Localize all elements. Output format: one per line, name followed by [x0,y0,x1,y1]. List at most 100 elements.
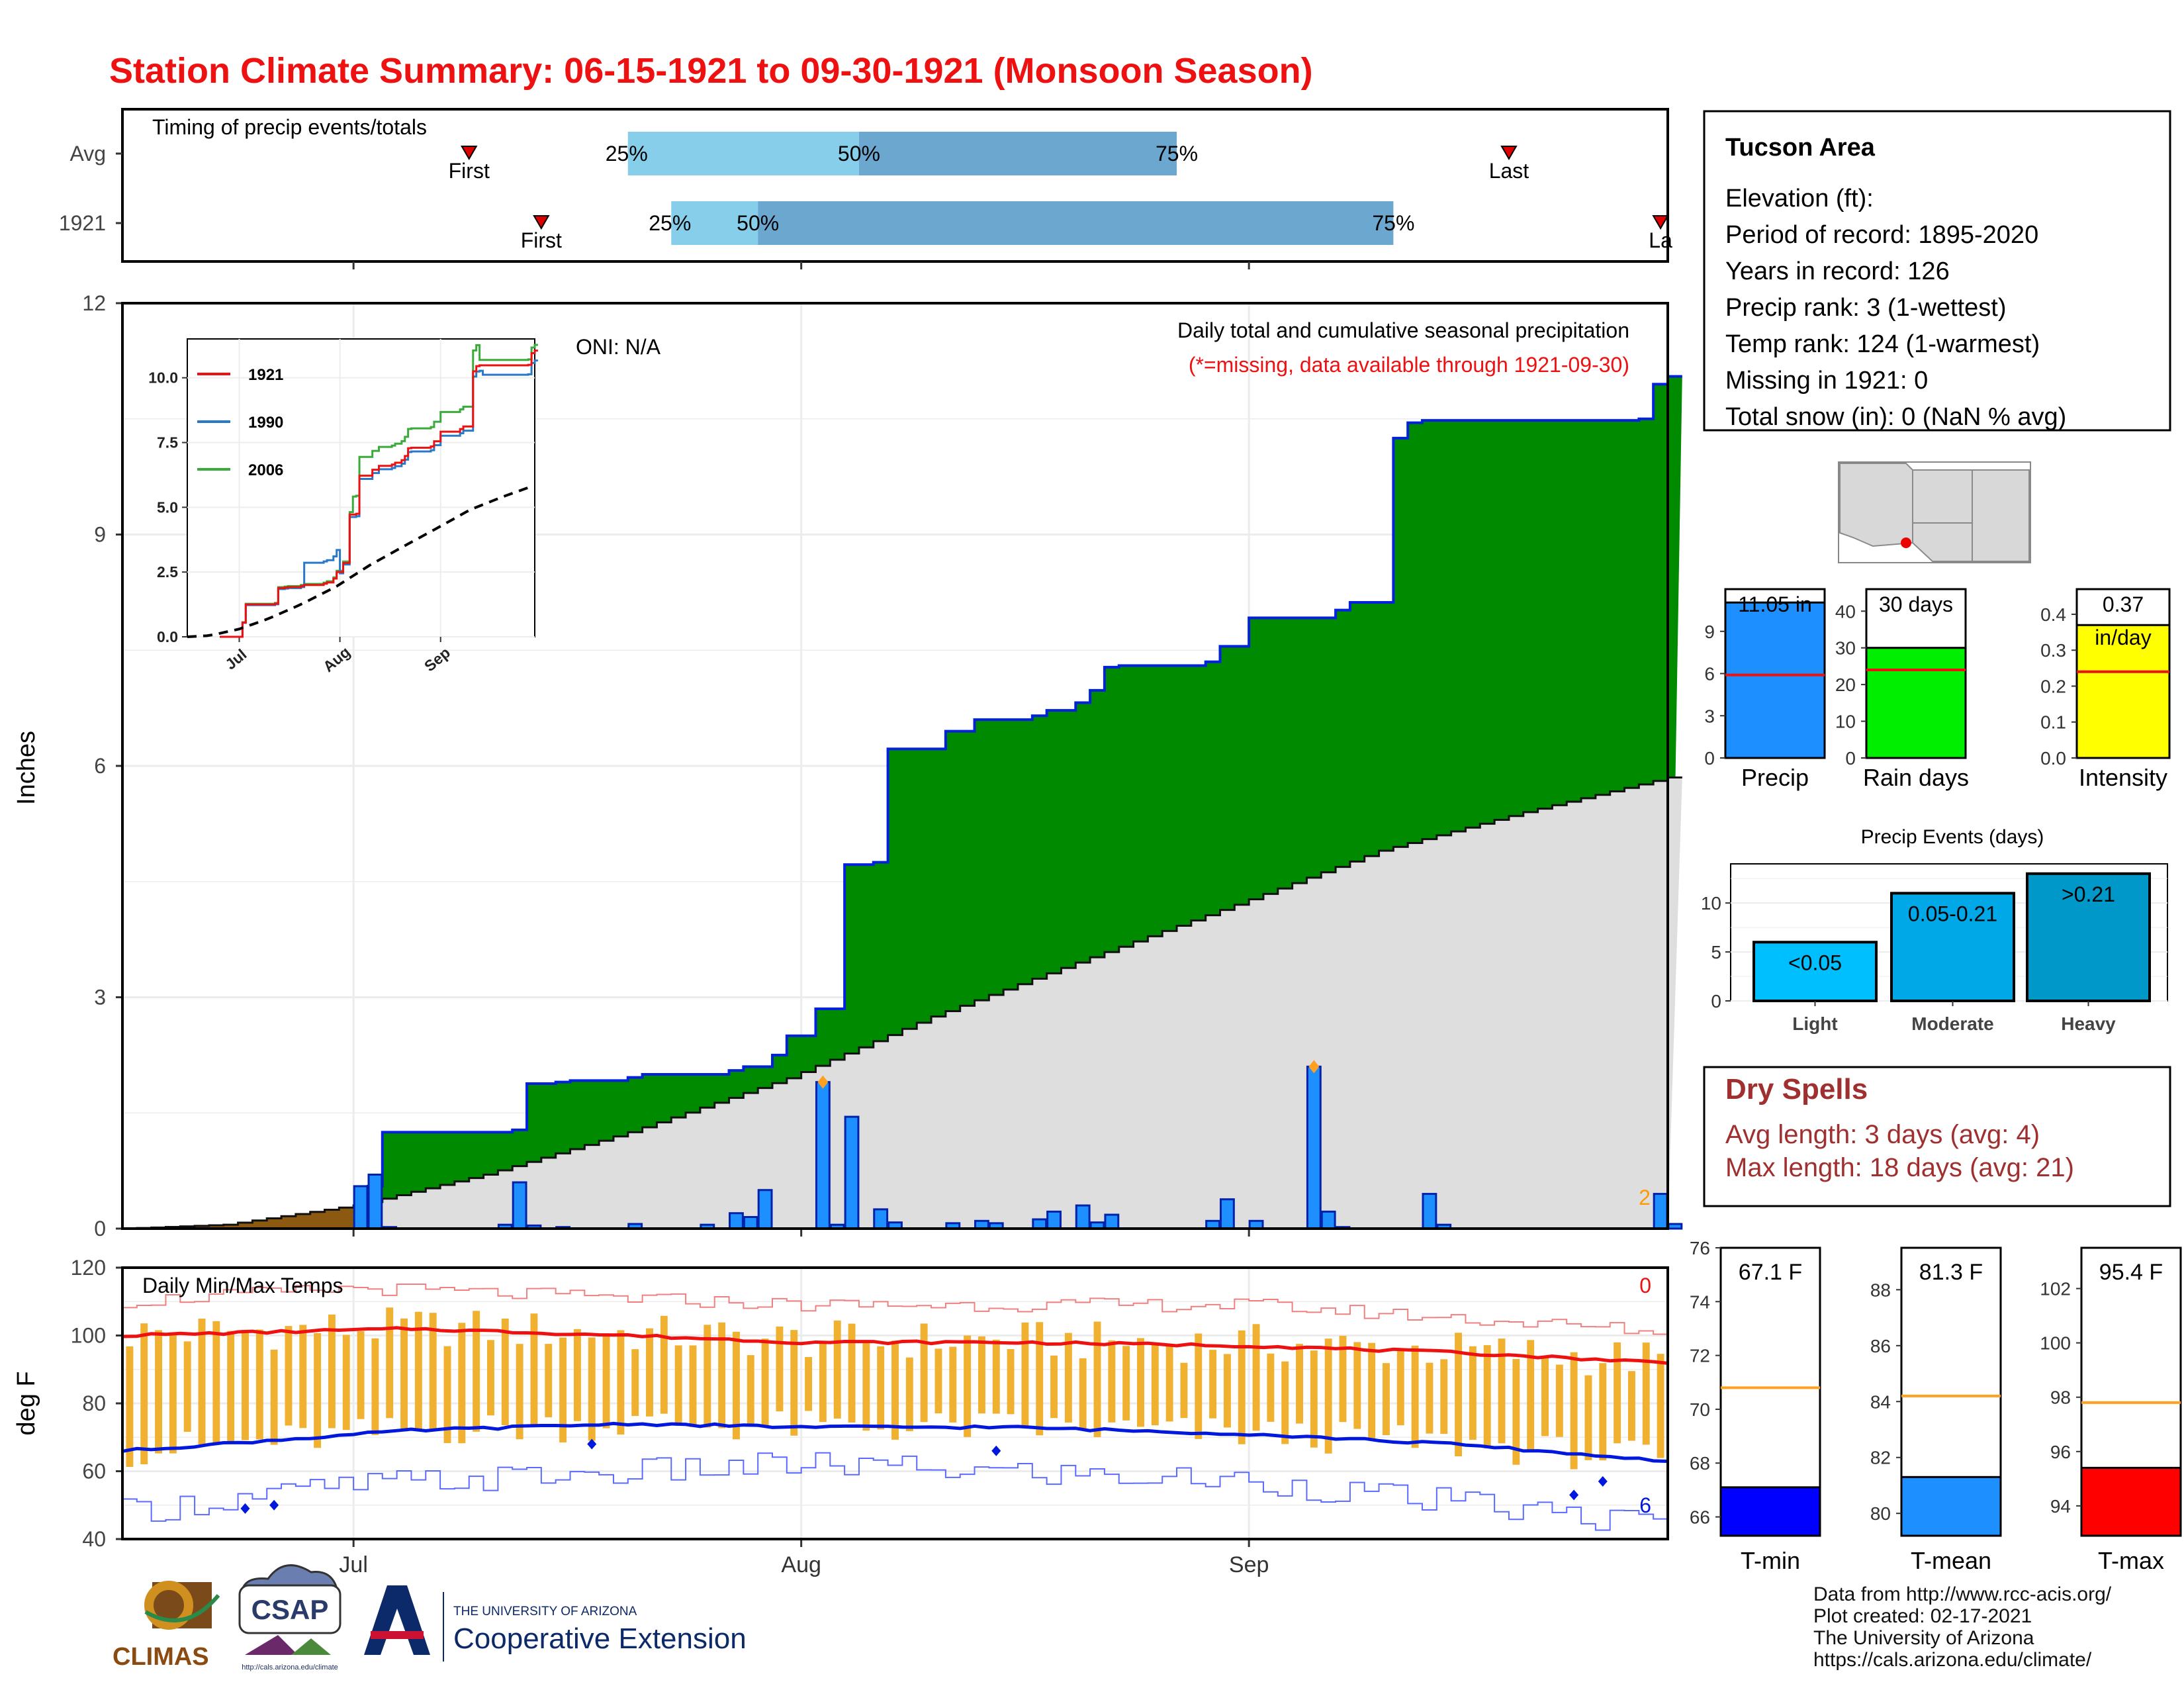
daily-temp-bar [617,1330,625,1435]
record-low-marker [240,1503,250,1514]
daily-precip-bar [757,1189,773,1230]
daily-temp-bar [429,1313,437,1430]
temp-gauge-tick-label: 86 [1870,1336,1891,1356]
temp-gauge-fill [2080,1466,2182,1537]
timing-p50-label: 50% [737,211,779,235]
average-min-line [122,1421,1668,1463]
temp-gauge-label: T-mean [1911,1547,1991,1574]
average-max-line [122,1326,1668,1365]
gauge-value-label: 11.05 in [1738,592,1812,616]
gauge-precip: 0 3 6 9 11.05 in Precip [1704,588,1826,791]
gauge-tick-label: 0.1 [2040,712,2066,733]
csap-logo: CSAP http://cals.arizona.edu/climate [238,1564,341,1671]
daily-temp-bar [905,1357,913,1432]
daily-temp-bar [285,1326,293,1426]
daily-temp-bar [949,1346,957,1423]
record-low-marker [1598,1476,1608,1487]
temp-gauge-tick-label: 82 [1870,1448,1891,1468]
timing-band-50-75 [858,132,1177,175]
footer-line: The University of Arizona [1813,1627,2034,1649]
gauge-tick-label: 0.0 [2040,748,2066,769]
events-bar-label: <0.05 [1788,951,1842,974]
daily-temp-bar [1396,1350,1404,1426]
timing-band-25-50 [671,201,758,245]
precip-gauges: 0 3 6 9 11.05 in Precip 0 10 20 30 40 30 days Rain d… [1704,588,2171,791]
daily-temp-bar [1050,1355,1058,1419]
temp-title: Daily Min/Max Temps [142,1274,343,1297]
daily-temp-bar [1310,1350,1318,1448]
footer-line: https://cals.arizona.edu/climate/ [1813,1649,2092,1671]
daily-temp-bar [790,1330,798,1436]
inset-y-tick-label: 0.0 [157,628,178,645]
temp-gauge-value-label: 95.4 F [2099,1260,2163,1285]
daily-temp-bar [1108,1340,1116,1423]
bar-marker-label: 2 [1639,1186,1651,1209]
daily-temp-bar [1498,1338,1506,1444]
max-day-marker [817,1075,829,1089]
events-y-tick-label: 0 [1711,991,1721,1011]
daily-temp-bar [1383,1363,1390,1436]
daily-precip-bar [367,1173,383,1230]
daily-precip-bar [1306,1065,1322,1230]
daily-temp-bar [1555,1364,1563,1437]
temp-gauge-tick-label: 74 [1690,1291,1710,1312]
inset-y-tick-label: 10.0 [148,369,178,387]
temp-gauge-label: T-max [2098,1547,2164,1574]
daily-temp-bar [443,1346,451,1444]
daily-temp-bar [1599,1363,1607,1461]
daily-temp-bar [516,1344,523,1440]
daily-temp-bar [776,1326,784,1412]
inset-legend-label: 2006 [248,461,283,479]
daily-temp-bar [1455,1333,1463,1456]
daily-temp-bar [978,1336,985,1414]
gauge-tick-label: 0.3 [2040,640,2066,661]
temp-gauge-tick-label: 96 [2050,1442,2071,1462]
temp-gauge-tick-label: 70 [1690,1399,1710,1420]
station-info-line: Total snow (in): 0 (NaN % avg) [1725,403,2066,431]
station-info-line: Period of record: 1895-2020 [1725,221,2038,249]
record-low-marker [1569,1489,1579,1501]
gauge-label: Intensity [2079,764,2167,791]
temp-gauge-tick-label: 76 [1690,1238,1710,1258]
first-event-marker [461,146,478,160]
daily-temp-bar [1209,1350,1217,1419]
csap-text: CSAP [251,1594,329,1625]
station-info-line: Missing in 1921: 0 [1725,367,1928,395]
csap-url: http://cals.arizona.edu/climate [242,1664,338,1671]
timing-p25-label: 25% [606,142,648,165]
timing-band-50-75 [758,201,1394,245]
daily-temp-bar [342,1335,350,1430]
daily-temp-bar [862,1340,870,1431]
daily-temp-bar [299,1325,307,1429]
daily-temp-bar [1079,1358,1087,1429]
temp-gauge-t-min: 66 68 70 72 74 76 67.1 F T-min [1690,1238,1821,1574]
oni-label: ONI: N/A [576,335,661,359]
locator-map [1838,461,2031,563]
ua-line2: Cooperative Extension [453,1622,747,1655]
daily-precip-bar [1104,1213,1120,1230]
temp-gauge-tick-label: 102 [2040,1279,2071,1299]
daily-temp-bar [328,1314,336,1429]
daily-temp-bar [573,1329,581,1421]
daily-temp-bar [1064,1333,1072,1423]
temp-gauge-tick-label: 88 [1870,1280,1891,1300]
events-bar-label: 0.05-0.21 [1908,902,1997,925]
daily-temp-bar [1411,1345,1419,1448]
temp-x-tick-label: Jul [339,1552,367,1577]
daily-temp-bar [1527,1340,1535,1451]
daily-temp-bar [1627,1371,1635,1441]
timing-p75-label: 75% [1156,142,1198,165]
gauge-tick-label: 6 [1704,664,1715,684]
gauge-label: Rain days [1863,764,1969,791]
daily-temp-bar [386,1307,394,1419]
timing-band-25-50 [627,132,859,175]
first-event-label: First [449,159,490,183]
precip-y-tick-label: 12 [82,291,106,315]
record-low-marker [587,1438,597,1450]
daily-temp-bar [530,1313,538,1426]
record-low-marker [269,1499,279,1511]
gauge-tick-label: 3 [1704,706,1715,726]
gauge-intensity: 0.0 0.1 0.2 0.3 0.4 0.37 in/day Intensity [2040,588,2171,791]
